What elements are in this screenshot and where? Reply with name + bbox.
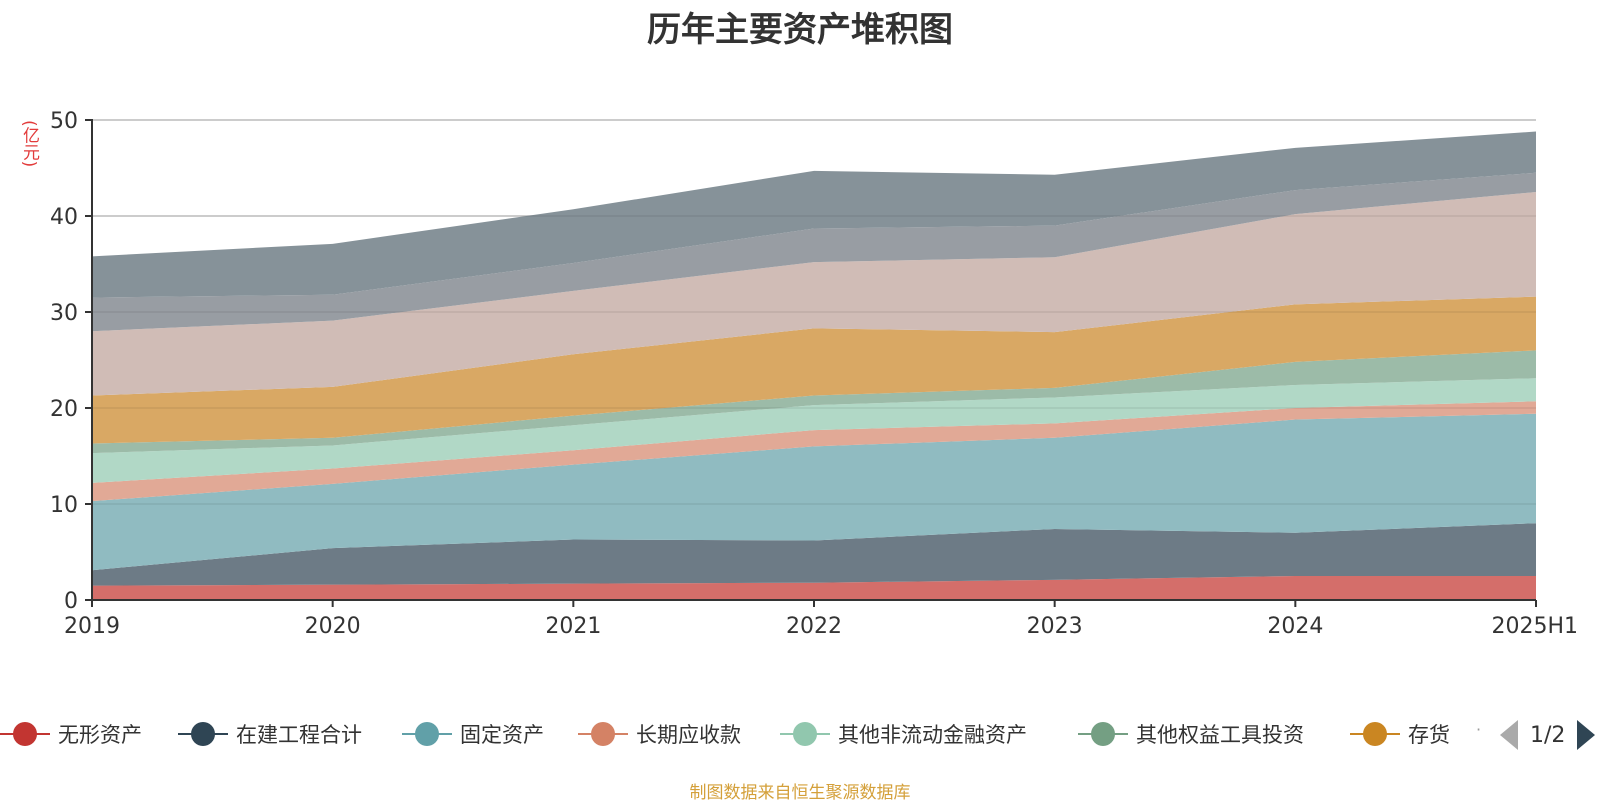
y-tick-label: 50: [50, 109, 78, 134]
legend: 无形资产 在建工程合计 固定资产 长期应收款 其他非流动金融资产 其他权益工具投资 存货 ·: [0, 716, 1600, 752]
area-series-3: [92, 413, 1536, 571]
y-tick-label: 40: [50, 205, 78, 230]
legend-marker-icon: [402, 722, 452, 746]
legend-label: 在建工程合计: [236, 723, 362, 747]
area-series-4: [92, 401, 1536, 502]
x-tick-label: 2022: [786, 614, 842, 639]
x-tick-label: 2023: [1027, 614, 1083, 639]
legend-label: 其他权益工具投资: [1136, 723, 1304, 747]
legend-item[interactable]: 在建工程合计: [178, 716, 362, 752]
x-tick-label: 2024: [1267, 614, 1323, 639]
y-tick-label: 10: [50, 493, 78, 518]
area-series-1: [92, 576, 1536, 600]
legend-label: 存货: [1408, 723, 1450, 747]
x-tick-label: 2021: [545, 614, 601, 639]
area-series: [92, 119, 1536, 600]
axes: 0 10 20 30 40 50 2019 2020 2021 2022 2023 2024 2025H…: [50, 109, 1578, 639]
legend-pager: 1/2: [1500, 718, 1596, 752]
area-series-7: [92, 296, 1536, 444]
legend-item[interactable]: 存货: [1350, 716, 1450, 752]
legend-label: 其他非流动金融资产: [838, 723, 1027, 747]
x-tick-label: 2019: [64, 614, 120, 639]
x-tick-label: 2020: [305, 614, 361, 639]
legend-label: 无形资产: [58, 723, 142, 747]
legend-marker-icon: [578, 722, 628, 746]
legend-marker-icon: [1078, 722, 1128, 746]
x-tick-label: 2025H1: [1491, 614, 1578, 639]
legend-item[interactable]: 无形资产: [0, 716, 142, 752]
legend-item[interactable]: 固定资产: [402, 716, 544, 752]
area-series-6: [92, 350, 1536, 454]
y-tick-label: 20: [50, 397, 78, 422]
legend-next-page-icon[interactable]: [1577, 720, 1596, 750]
legend-label: 固定资产: [460, 723, 544, 747]
area-series-10: [92, 131, 1536, 298]
legend-item[interactable]: 其他非流动金融资产: [780, 716, 1027, 752]
area-series-5: [92, 378, 1536, 483]
legend-marker-icon: [0, 722, 50, 746]
y-tick-label: 30: [50, 301, 78, 326]
chart-title: 历年主要资产堆积图: [647, 10, 953, 50]
data-source-note: 制图数据来自恒生聚源数据库: [689, 783, 911, 803]
legend-marker-icon: [780, 722, 830, 746]
area-series-2: [92, 523, 1536, 586]
legend-item[interactable]: 其他权益工具投资: [1078, 716, 1304, 752]
legend-overflow-dot: ·: [1476, 720, 1482, 739]
legend-item[interactable]: 长期应收款: [578, 716, 741, 752]
legend-prev-page-icon[interactable]: [1500, 720, 1518, 750]
y-tick-label: 0: [64, 589, 78, 614]
legend-marker-icon: [178, 722, 228, 746]
legend-marker-icon: [1350, 722, 1400, 746]
area-series-8: [92, 192, 1536, 396]
legend-label: 长期应收款: [636, 723, 741, 747]
y-axis-unit-label: (亿元): [19, 120, 39, 168]
stacked-area-chart: 0 10 20 30 40 50 2019 2020 2021 2022 2023 2024 2025H…: [50, 109, 1578, 639]
area-series-9: [92, 172, 1536, 332]
legend-page-indicator: 1/2: [1530, 722, 1566, 748]
